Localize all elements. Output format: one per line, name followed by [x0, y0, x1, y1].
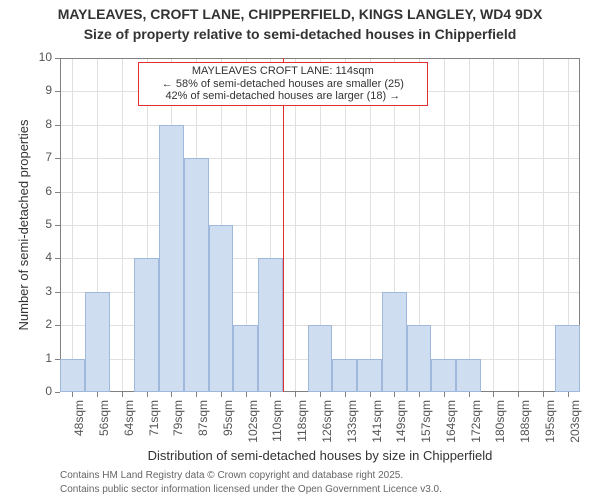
grid-line-h [60, 192, 580, 193]
x-tick-label: 203sqm [568, 400, 582, 450]
annotation-box: MAYLEAVES CROFT LANE: 114sqm ← 58% of se… [138, 62, 428, 106]
reference-line [283, 58, 285, 392]
x-tick-mark [543, 392, 544, 397]
histogram-bar [431, 359, 456, 392]
y-tick-mark [55, 392, 60, 393]
y-tick-label: 4 [32, 250, 52, 264]
chart-title-line1: MAYLEAVES, CROFT LANE, CHIPPERFIELD, KIN… [0, 6, 600, 22]
x-tick-label: 95sqm [221, 400, 235, 450]
x-tick-label: 87sqm [196, 400, 210, 450]
x-tick-label: 157sqm [419, 400, 433, 450]
x-tick-mark [394, 392, 395, 397]
x-tick-label: 118sqm [295, 400, 309, 450]
histogram-bar [555, 325, 580, 392]
x-tick-label: 172sqm [469, 400, 483, 450]
histogram-bar [258, 258, 283, 392]
x-tick-label: 141sqm [370, 400, 384, 450]
annotation-line1: MAYLEAVES CROFT LANE: 114sqm [143, 65, 423, 78]
y-tick-label: 5 [32, 217, 52, 231]
y-tick-mark [55, 225, 60, 226]
x-tick-mark [345, 392, 346, 397]
x-tick-label: 133sqm [345, 400, 359, 450]
x-tick-label: 195sqm [543, 400, 557, 450]
y-tick-mark [55, 359, 60, 360]
y-tick-label: 1 [32, 351, 52, 365]
x-tick-label: 180sqm [493, 400, 507, 450]
y-tick-mark [55, 325, 60, 326]
y-tick-mark [55, 158, 60, 159]
histogram-bar [357, 359, 382, 392]
histogram-bar [382, 292, 407, 392]
x-tick-mark [419, 392, 420, 397]
x-tick-label: 110sqm [270, 400, 284, 450]
x-tick-mark [122, 392, 123, 397]
y-tick-label: 6 [32, 184, 52, 198]
y-tick-mark [55, 258, 60, 259]
y-tick-label: 9 [32, 83, 52, 97]
y-tick-label: 10 [32, 50, 52, 64]
histogram-bar [233, 325, 258, 392]
y-tick-label: 2 [32, 317, 52, 331]
x-tick-mark [246, 392, 247, 397]
x-tick-mark [493, 392, 494, 397]
chart-container: { "title_line1": "MAYLEAVES, CROFT LANE,… [0, 0, 600, 500]
x-tick-mark [295, 392, 296, 397]
y-tick-label: 3 [32, 284, 52, 298]
y-tick-mark [55, 125, 60, 126]
plot-area [60, 58, 580, 392]
histogram-bar [134, 258, 159, 392]
x-axis-label: Distribution of semi-detached houses by … [60, 448, 580, 463]
y-tick-mark [55, 192, 60, 193]
y-tick-label: 8 [32, 117, 52, 131]
x-tick-mark [320, 392, 321, 397]
x-tick-mark [370, 392, 371, 397]
x-tick-mark [469, 392, 470, 397]
x-tick-mark [444, 392, 445, 397]
y-axis-label: Number of semi-detached properties [16, 58, 31, 392]
histogram-bar [407, 325, 432, 392]
histogram-bar [159, 125, 184, 392]
x-tick-label: 64sqm [122, 400, 136, 450]
y-tick-label: 0 [32, 384, 52, 398]
x-tick-mark [221, 392, 222, 397]
x-tick-mark [568, 392, 569, 397]
histogram-bar [85, 292, 110, 392]
y-tick-mark [55, 292, 60, 293]
x-tick-label: 149sqm [394, 400, 408, 450]
grid-line-h [60, 125, 580, 126]
x-tick-label: 102sqm [246, 400, 260, 450]
histogram-bar [456, 359, 481, 392]
x-tick-label: 188sqm [518, 400, 532, 450]
x-tick-label: 164sqm [444, 400, 458, 450]
y-tick-label: 7 [32, 150, 52, 164]
y-tick-mark [55, 91, 60, 92]
chart-title-line2: Size of property relative to semi-detach… [0, 26, 600, 42]
histogram-bar [60, 359, 85, 392]
x-tick-mark [97, 392, 98, 397]
x-tick-label: 71sqm [147, 400, 161, 450]
x-tick-mark [171, 392, 172, 397]
histogram-bar [332, 359, 357, 392]
histogram-bar [308, 325, 333, 392]
footer-line1: Contains HM Land Registry data © Crown c… [60, 470, 403, 481]
annotation-line2: ← 58% of semi-detached houses are smalle… [143, 78, 423, 91]
grid-line-h [60, 225, 580, 226]
x-tick-label: 56sqm [97, 400, 111, 450]
x-tick-mark [270, 392, 271, 397]
x-tick-label: 126sqm [320, 400, 334, 450]
x-tick-mark [72, 392, 73, 397]
grid-line-h [60, 158, 580, 159]
x-tick-mark [196, 392, 197, 397]
histogram-bar [209, 225, 234, 392]
annotation-line3: 42% of semi-detached houses are larger (… [143, 90, 423, 103]
y-tick-mark [55, 58, 60, 59]
x-tick-label: 79sqm [171, 400, 185, 450]
x-tick-mark [518, 392, 519, 397]
x-tick-mark [147, 392, 148, 397]
x-tick-label: 48sqm [72, 400, 86, 450]
footer-line2: Contains public sector information licen… [60, 484, 442, 495]
histogram-bar [184, 158, 209, 392]
